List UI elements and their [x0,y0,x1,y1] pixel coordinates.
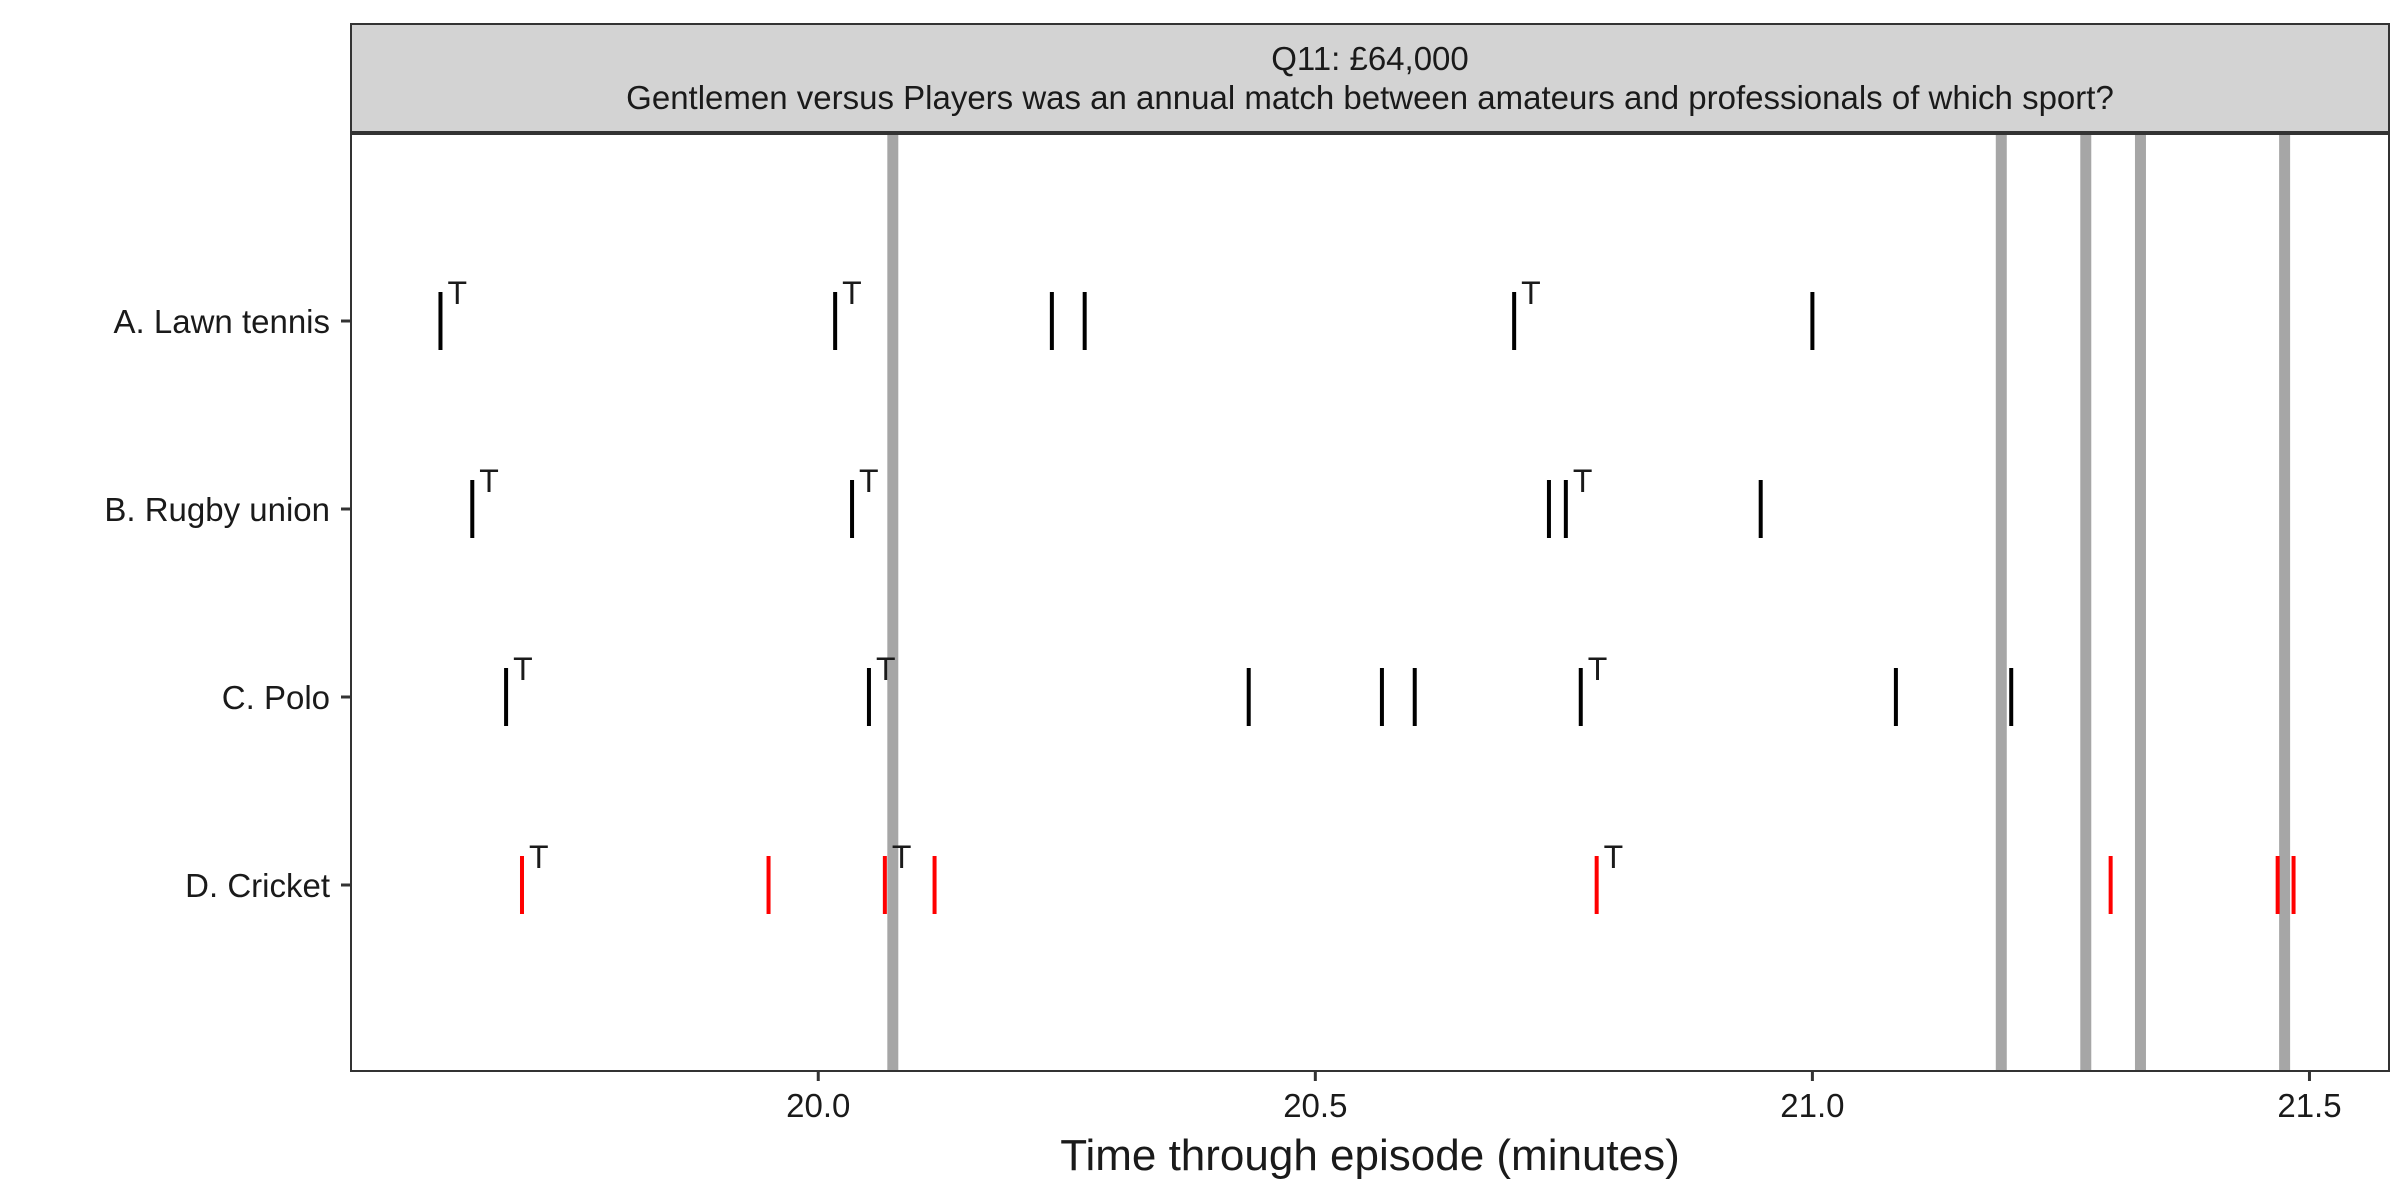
facet-title-line1: Q11: £64,000 [1271,40,1469,77]
y-tick-label-4: D. Cricket [185,867,330,904]
event-t-label-d-cricket-3: T [892,839,912,875]
x-tick-label-3: 21.0 [1780,1087,1844,1124]
facet-strip [350,23,2390,134]
x-tick-label-2: 20.5 [1283,1087,1347,1124]
event-marks: T T T T T T T T T T T T [438,275,2296,914]
event-t-label-b-rugby-union-4: T [1573,463,1593,499]
event-t-label-d-cricket-5: T [1604,839,1624,875]
event-t-label-a-lawn-tennis-1: T [447,275,467,311]
plot-panel [351,133,2389,1071]
x-axis: 20.0 20.5 21.0 21.5 [786,1071,2342,1124]
y-tick-label-1: A. Lawn tennis [114,303,330,340]
y-tick-label-2: B. Rugby union [104,491,330,528]
y-axis: A. Lawn tennis B. Rugby union C. Polo D. Cr… [104,303,351,904]
event-t-label-b-rugby-union-1: T [479,463,499,499]
event-t-label-c-polo-1: T [513,651,533,687]
event-t-label-d-cricket-1: T [529,839,549,875]
facet-title-line2: Gentlemen versus Players was an annual m… [626,79,2114,116]
y-tick-label-3: C. Polo [222,679,330,716]
x-tick-label-1: 20.0 [786,1087,850,1124]
event-t-label-a-lawn-tennis-2: T [842,275,862,311]
event-t-label-c-polo-2: T [876,651,896,687]
reference-lines [887,133,2291,1071]
x-tick-label-4: 21.5 [2277,1087,2341,1124]
event-t-label-a-lawn-tennis-5: T [1521,275,1541,311]
event-t-label-b-rugby-union-2: T [859,463,879,499]
x-axis-title: Time through episode (minutes) [1060,1131,1680,1180]
event-t-label-c-polo-6: T [1588,651,1608,687]
